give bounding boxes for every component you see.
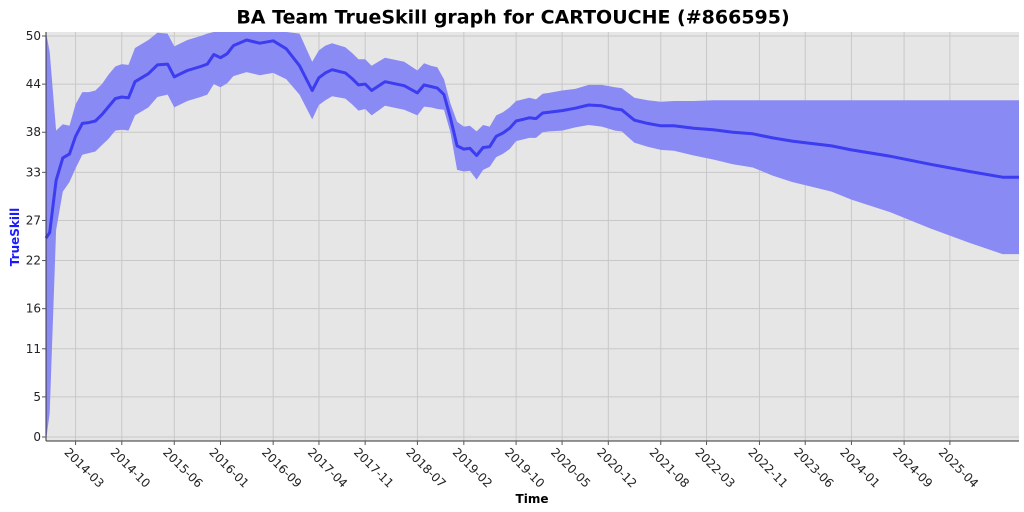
y-axis-title: TrueSkill (8, 208, 22, 266)
x-tick-label: 2024-09 (890, 445, 935, 490)
chart-title: BA Team TrueSkill graph for CARTOUCHE (#… (236, 7, 789, 29)
y-axis-ticks: 0 5 11 16 22 27 33 38 44 50 (26, 29, 46, 444)
y-tick-label: 5 (33, 390, 41, 404)
x-axis-ticks: 2014-03 2014-10 2015-06 2016-01 2016-09 2017-… (61, 441, 981, 491)
x-tick-label: 2017-11 (351, 445, 396, 490)
x-tick-label: 2024-01 (837, 445, 882, 490)
x-tick-label: 2014-03 (61, 445, 106, 490)
y-tick-label: 38 (26, 125, 41, 139)
x-tick-label: 2022-03 (692, 445, 737, 490)
x-tick-label: 2018-07 (403, 445, 448, 490)
x-tick-label: 2019-02 (450, 445, 495, 490)
x-tick-label: 2020-05 (548, 445, 593, 490)
x-axis-title: Time (516, 492, 549, 506)
x-tick-label: 2015-06 (160, 445, 205, 490)
y-tick-label: 27 (26, 213, 41, 227)
x-tick-label: 2019-10 (502, 445, 547, 490)
x-tick-label: 2016-01 (206, 445, 251, 490)
y-tick-label: 50 (26, 29, 41, 43)
x-tick-label: 2022-11 (745, 445, 790, 490)
x-tick-label: 2021-08 (647, 445, 692, 490)
y-tick-label: 44 (26, 77, 41, 91)
x-tick-label: 2020-12 (594, 445, 639, 490)
x-tick-label: 2017-04 (305, 445, 350, 490)
x-tick-label: 2023-06 (791, 445, 836, 490)
axes (45, 32, 1019, 442)
x-tick-label: 2016-09 (259, 445, 304, 490)
y-tick-label: 11 (26, 342, 41, 356)
y-tick-label: 16 (26, 302, 41, 316)
y-tick-label: 33 (26, 165, 41, 179)
uncertainty-band (46, 32, 1019, 441)
trueskill-line (44, 38, 1019, 239)
y-tick-label: 0 (33, 430, 41, 444)
y-tick-label: 22 (26, 254, 41, 268)
x-tick-label: 2025-04 (936, 445, 981, 490)
x-tick-label: 2014-10 (108, 445, 153, 490)
